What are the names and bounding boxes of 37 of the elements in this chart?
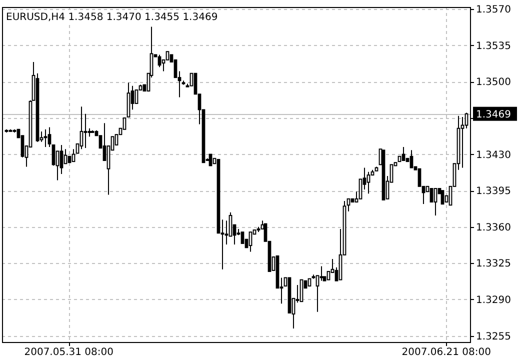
candlestick: [366, 171, 370, 194]
candlestick: [126, 82, 130, 118]
y-tick-label: 1.3360: [476, 222, 511, 234]
y-tick-label: 1.3570: [476, 4, 511, 16]
candlestick: [52, 144, 56, 166]
y-tick-label: 1.3325: [476, 258, 511, 270]
y-tick-label: 1.3535: [476, 40, 511, 52]
y-tick-label: 1.3395: [476, 186, 511, 198]
candlestick: [358, 178, 362, 200]
candlestick: [208, 154, 212, 166]
candlestick: [80, 106, 84, 150]
candlestick: [248, 232, 252, 252]
candlestick: [44, 128, 48, 148]
candlestick: [228, 212, 232, 237]
y-tick-label: 1.3430: [476, 150, 511, 161]
candlestick: [460, 116, 464, 168]
y-tick-label: 1.3290: [476, 294, 511, 306]
candlestick: [134, 89, 138, 104]
candlestick: [346, 198, 350, 212]
x-tick-label: 2007.06.21 08:00: [402, 347, 492, 358]
ref-line-label: 1.3469: [476, 109, 511, 120]
x-tick-label: 2007.05.31 08:00: [24, 347, 114, 358]
candlestick: [440, 190, 444, 205]
candlestick: [316, 275, 320, 312]
candlestick: [72, 148, 76, 162]
candlestick: [300, 279, 304, 302]
candlestick: [240, 232, 244, 244]
candlestick: [410, 150, 414, 168]
y-tick-label: 1.3500: [476, 77, 511, 88]
candlestick: [84, 113, 88, 149]
candlestick: [48, 126, 52, 148]
candlestick: [434, 188, 438, 216]
y-tick-label: 1.3255: [476, 331, 511, 342]
candlestick: [402, 146, 406, 161]
candlestick: [430, 188, 434, 202]
candlestick: [60, 144, 64, 174]
text: EURUSD,H4 1.3458 1.3470 1.3455 1.3469: [6, 12, 218, 23]
